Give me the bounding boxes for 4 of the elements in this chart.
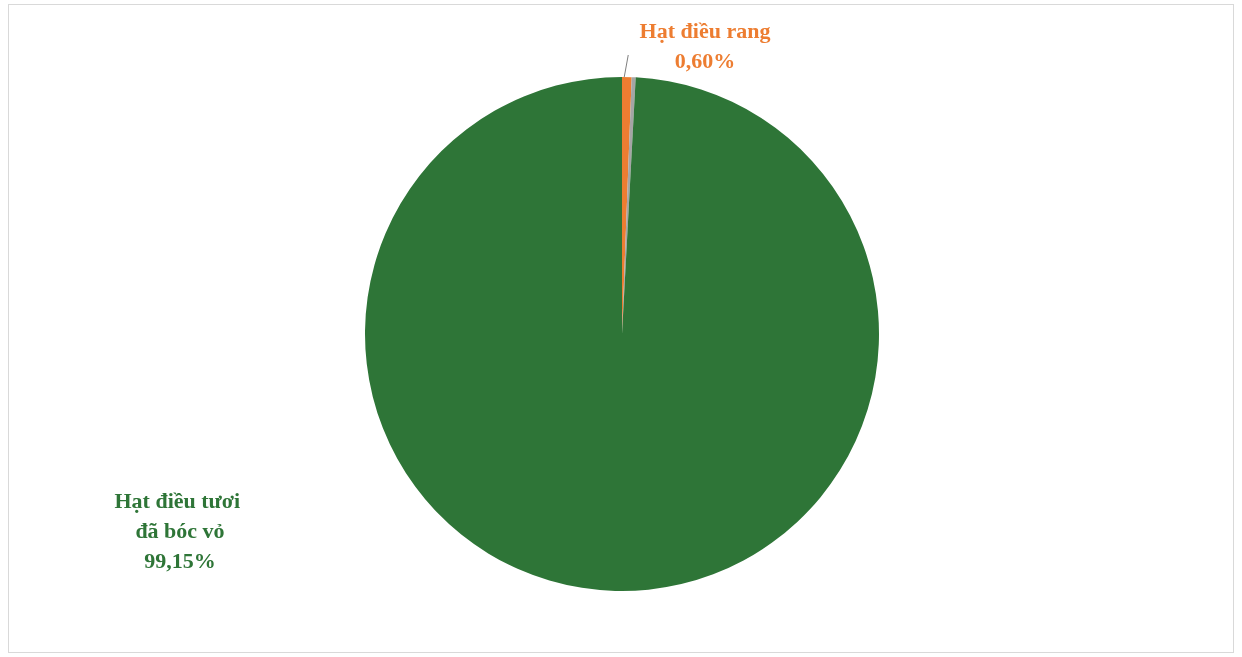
data-label: 99,15% xyxy=(144,547,216,573)
data-label: 0,60% xyxy=(674,47,736,73)
slice-label: Hạt điều tươi đã bóc vỏ xyxy=(114,487,246,543)
slice-label: Hạt điều rang xyxy=(639,17,771,43)
